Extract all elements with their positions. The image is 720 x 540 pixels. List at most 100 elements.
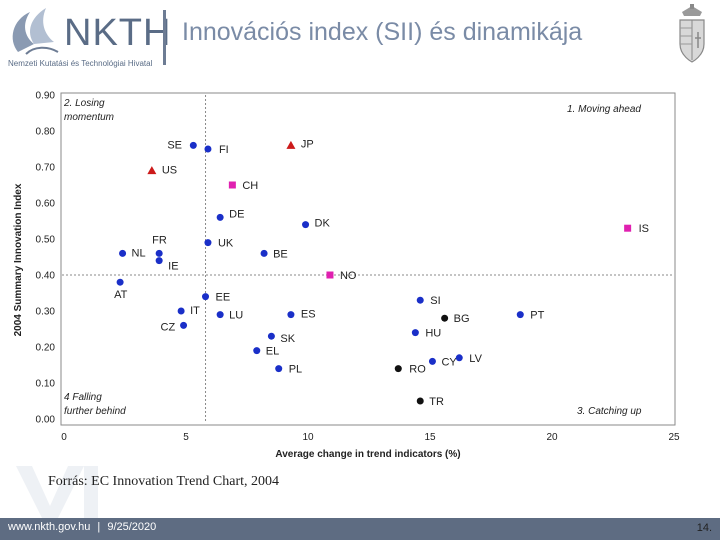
source-note: Forrás: EC Innovation Trend Chart, 2004 <box>48 474 279 489</box>
header-divider <box>163 10 166 65</box>
page-number: 14. <box>696 522 712 534</box>
point-label-at: AT <box>114 289 128 301</box>
y-tick-label: 0.90 <box>36 91 56 102</box>
x-tick-label: 10 <box>302 432 314 443</box>
x-tick-label: 25 <box>668 432 680 443</box>
point-label-lv: LV <box>469 353 482 365</box>
point-label-el: EL <box>266 346 279 358</box>
watermark-logo-icon <box>16 466 98 522</box>
innovation-scatter-chart: 0.00 0.10 0.20 0.30 0.40 0.50 0.60 0.70 0.80 0.90… <box>13 91 680 461</box>
footer-date: 9/25/2020 <box>107 521 157 533</box>
point-label-pl: PL <box>289 364 302 376</box>
point-label-uk: UK <box>218 238 234 250</box>
point-label-se: SE <box>167 139 182 151</box>
quadrant-label-4-line1: 4 Falling <box>64 392 102 403</box>
y-tick-label: 0.30 <box>36 307 56 318</box>
point-lv <box>455 354 463 362</box>
point-label-de: DE <box>229 208 244 220</box>
point-label-nl: NL <box>132 247 146 259</box>
x-tick-label: 15 <box>424 432 436 443</box>
point-label-fi: FI <box>219 144 229 156</box>
point-cy <box>428 357 436 365</box>
point-label-ro: RO <box>409 364 426 376</box>
quadrant-label-2-line2: momentum <box>64 112 114 123</box>
point-be <box>260 249 268 257</box>
point-tr <box>416 397 424 405</box>
point-label-pt: PT <box>530 310 544 322</box>
point-pl <box>275 365 283 373</box>
point-sk <box>267 332 275 340</box>
point-jp <box>286 140 296 149</box>
footer-separator: | <box>97 521 101 533</box>
point-de <box>216 213 224 221</box>
y-tick-label: 0.80 <box>36 127 56 138</box>
point-uk <box>204 239 212 247</box>
point-label-hu: HU <box>425 328 441 340</box>
point-label-cz: CZ <box>161 321 176 333</box>
y-tick-label: 0.10 <box>36 379 56 390</box>
point-label-jp: JP <box>301 138 314 150</box>
point-bg <box>441 314 449 322</box>
logo-subtitle: Nemzeti Kutatási és Technológiai Hivatal <box>8 59 153 68</box>
point-no <box>326 271 334 279</box>
point-pt <box>516 311 524 319</box>
point-label-is: IS <box>639 223 649 235</box>
point-label-dk: DK <box>315 218 331 230</box>
point-label-tr: TR <box>429 396 444 408</box>
point-label-cy: CY <box>441 356 457 368</box>
nkth-logo: NKTH Nemzeti Kutatási és Technológiai Hi… <box>4 2 174 74</box>
plot-frame <box>60 92 676 426</box>
point-label-sk: SK <box>280 333 295 345</box>
logo-name: NKTH <box>64 12 172 54</box>
point-si <box>416 296 424 304</box>
point-ee <box>202 293 210 301</box>
quadrant-label-4-line2: further behind <box>64 406 126 417</box>
point-el <box>253 347 261 355</box>
y-tick-label: 0.70 <box>36 163 56 174</box>
point-fr <box>155 249 163 257</box>
point-label-lu: LU <box>229 310 243 322</box>
point-ch <box>228 181 236 189</box>
point-at <box>116 278 124 286</box>
point-label-bg: BG <box>454 313 470 325</box>
point-label-us: US <box>162 165 177 177</box>
point-label-fr: FR <box>152 234 167 246</box>
point-label-no: NO <box>340 270 357 282</box>
y-axis-label: 2004 Summary Innovation Index <box>13 183 24 336</box>
point-label-ch: CH <box>242 180 258 192</box>
point-se <box>189 141 197 149</box>
coat-of-arms-icon <box>679 4 705 63</box>
point-label-it: IT <box>190 305 200 317</box>
quadrant-label-2-line1: 2. Losing <box>63 98 105 109</box>
point-es <box>287 311 295 319</box>
logo-swirl-icon <box>12 8 59 55</box>
x-tick-label: 20 <box>546 432 558 443</box>
point-it <box>177 307 185 315</box>
point-is <box>624 224 632 232</box>
footer-bar: www.nkth.gov.hu | 9/25/2020 <box>0 518 720 540</box>
y-tick-label: 0.50 <box>36 235 56 246</box>
point-label-es: ES <box>301 309 316 321</box>
point-nl <box>119 249 127 257</box>
x-tick-label: 5 <box>183 432 189 443</box>
point-dk <box>302 221 310 229</box>
point-label-ee: EE <box>216 292 231 304</box>
point-label-ie: IE <box>168 261 178 273</box>
y-tick-label: 0.60 <box>36 199 56 210</box>
footer-info: www.nkth.gov.hu | 9/25/2020 <box>8 521 156 533</box>
point-hu <box>411 329 419 337</box>
point-ie <box>155 257 163 265</box>
point-label-be: BE <box>273 248 288 260</box>
point-label-si: SI <box>430 295 440 307</box>
footer-url[interactable]: www.nkth.gov.hu <box>8 521 91 533</box>
x-tick-label: 0 <box>61 432 67 443</box>
point-cz <box>180 321 188 329</box>
point-fi <box>204 145 212 153</box>
y-tick-label: 0.40 <box>36 271 56 282</box>
y-tick-label: 0.20 <box>36 343 56 354</box>
point-lu <box>216 311 224 319</box>
point-us <box>147 166 157 175</box>
quadrant-label-1: 1. Moving ahead <box>567 104 641 115</box>
page-title: Innovációs index (SII) és dinamikája <box>182 18 583 46</box>
x-axis-label: Average change in trend indicators (%) <box>275 449 460 460</box>
